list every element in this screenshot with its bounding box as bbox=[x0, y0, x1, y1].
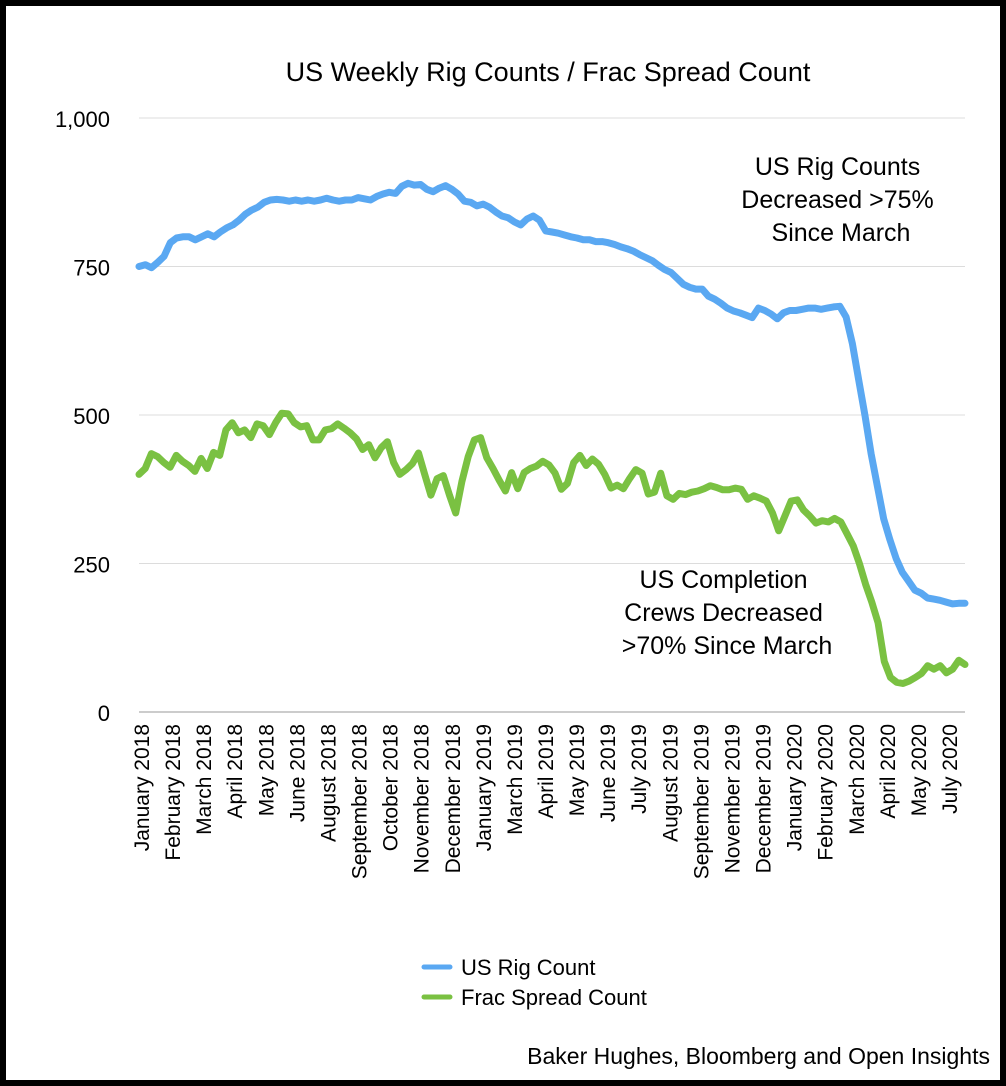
source-note: Baker Hughes, Bloomberg and Open Insight… bbox=[527, 1043, 990, 1069]
series-line-us-rig-count bbox=[135, 179, 969, 608]
x-tick-label: March 2019 bbox=[504, 724, 527, 835]
annotation-rig-count-line-3: Since March bbox=[772, 219, 911, 247]
x-tick-label: January 2020 bbox=[784, 724, 807, 851]
x-tick-label: October 2018 bbox=[380, 724, 403, 851]
chart-title: US Weekly Rig Counts / Frac Spread Count bbox=[286, 57, 811, 87]
x-tick-label: April 2018 bbox=[224, 724, 247, 819]
y-tick-label: 750 bbox=[73, 256, 110, 281]
x-tick-label: March 2018 bbox=[193, 724, 216, 835]
series-line-frac-spread-count bbox=[135, 409, 969, 687]
x-tick-label: November 2018 bbox=[411, 724, 434, 873]
x-tick-label: April 2020 bbox=[877, 724, 900, 819]
x-tick-label: August 2018 bbox=[318, 724, 341, 842]
x-tick-label: June 2019 bbox=[597, 724, 620, 822]
legend-label-frac-spread-count: Frac Spread Count bbox=[461, 985, 647, 1010]
x-tick-label: December 2019 bbox=[753, 724, 776, 873]
annotation-frac-spread-line-2: Crews Decreased bbox=[624, 599, 823, 627]
x-tick-label: February 2018 bbox=[162, 724, 185, 861]
annotation-frac-spread: US Completion Crews Decreased >70% Since… bbox=[622, 566, 833, 660]
x-tick-label: May 2018 bbox=[255, 724, 278, 816]
chart-svg: US Weekly Rig Counts / Frac Spread Count… bbox=[55, 57, 990, 1069]
x-tick-label: July 2020 bbox=[939, 724, 962, 814]
x-tick-label: December 2018 bbox=[442, 724, 465, 873]
annotation-frac-spread-line-3: >70% Since March bbox=[622, 632, 833, 660]
x-tick-label: September 2018 bbox=[349, 724, 372, 879]
x-tick-label: April 2019 bbox=[535, 724, 558, 819]
annotation-frac-spread-line-1: US Completion bbox=[639, 566, 807, 594]
legend-label-us-rig-count: US Rig Count bbox=[461, 955, 596, 980]
annotation-rig-count-line-1: US Rig Counts bbox=[755, 153, 920, 181]
legend-item-us-rig-count: US Rig Count bbox=[421, 955, 596, 980]
x-tick-label: March 2020 bbox=[846, 724, 869, 835]
y-tick-label: 0 bbox=[98, 701, 110, 726]
x-tick-label: May 2020 bbox=[908, 724, 931, 816]
y-axis-tick-labels: 0 250 500 750 1,000 bbox=[55, 107, 110, 726]
y-tick-label: 1,000 bbox=[55, 107, 110, 132]
legend-item-frac-spread-count: Frac Spread Count bbox=[421, 985, 647, 1010]
x-tick-label: May 2019 bbox=[566, 724, 589, 816]
series-layer bbox=[135, 179, 969, 687]
x-tick-label: June 2018 bbox=[286, 724, 309, 822]
x-tick-label: January 2019 bbox=[473, 724, 496, 851]
annotation-rig-count-line-2: Decreased >75% bbox=[741, 186, 933, 214]
y-tick-label: 500 bbox=[73, 404, 110, 429]
annotation-rig-count: US Rig Counts Decreased >75% Since March bbox=[741, 153, 940, 247]
x-tick-label: September 2019 bbox=[690, 724, 713, 879]
legend: US Rig Count Frac Spread Count bbox=[421, 955, 647, 1010]
x-tick-label: July 2019 bbox=[628, 724, 651, 814]
x-tick-label: August 2019 bbox=[659, 724, 682, 842]
x-tick-label: February 2020 bbox=[815, 724, 838, 861]
x-tick-label: November 2019 bbox=[722, 724, 745, 873]
x-tick-label: January 2018 bbox=[131, 724, 154, 851]
x-axis-tick-labels: January 2018 February 2018 March 2018 April… bbox=[131, 724, 962, 879]
y-tick-label: 250 bbox=[73, 553, 110, 578]
